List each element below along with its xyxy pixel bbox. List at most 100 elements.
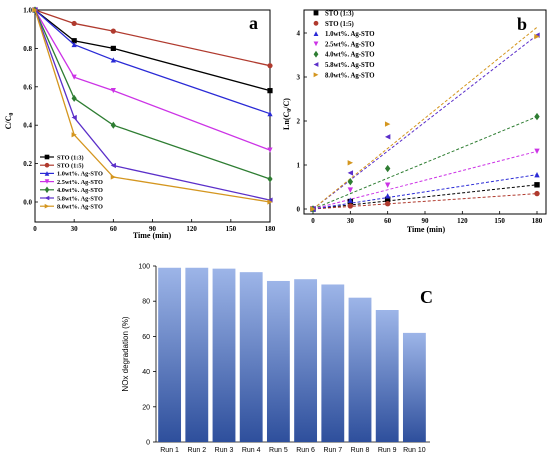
panel-b-legend-label: STO (1:3) xyxy=(325,11,354,18)
panel-b-data-point xyxy=(347,160,354,166)
panel-c-bar xyxy=(402,332,426,442)
panel-a-data-point xyxy=(110,174,116,180)
panel-b-ylabel: Ln(C0/C) xyxy=(282,98,293,130)
panel-a-data-point xyxy=(267,175,273,183)
panel-a-series-line xyxy=(34,9,271,115)
panel-c-y-tick-label: 0 xyxy=(146,440,150,447)
panel-c-bar xyxy=(375,310,399,442)
panel-c-x-tick-label: Run 4 xyxy=(242,447,261,454)
panel-a-x-tick-label: 120 xyxy=(186,225,197,233)
panel-a: a 0 30 60 90 120 150 180 0.0 0.2 0.4 0.6 0.8 1.0 STO… xyxy=(4,6,276,240)
panel-c-y-tick-label: 40 xyxy=(142,369,150,376)
panel-b-data-point xyxy=(534,112,540,121)
panel-b-trendline xyxy=(312,116,538,210)
panel-a-x-tick-label: 180 xyxy=(265,225,276,233)
panel-a-x-tick-label: 30 xyxy=(71,225,79,233)
panel-a-y-tick-label: 0.2 xyxy=(23,160,32,168)
panel-b-y-tick-label: 4 xyxy=(297,30,301,38)
panel-a-data-point xyxy=(71,74,77,80)
panel-a-data-point xyxy=(32,7,38,13)
panel-a-y-tick-label: 0.8 xyxy=(23,45,32,53)
panel-b-x-tick-label: 90 xyxy=(422,217,430,225)
panel-a-y-tick-label: 0.0 xyxy=(23,199,32,207)
panel-c-y-tick-label: 100 xyxy=(138,264,150,271)
panel-a-legend-marker xyxy=(44,154,50,160)
panel-a-data-point xyxy=(71,94,77,102)
panel-a-y-tick-label: 0.4 xyxy=(23,122,32,130)
panel-b-data-point xyxy=(310,206,316,212)
panel-b-legend-label: 4.0wt%. Ag-STO xyxy=(325,52,375,59)
panel-b-legend-label: 5.8wt%. Ag-STO xyxy=(325,62,375,69)
panel-b-y-tick-label: 2 xyxy=(297,118,301,126)
panel-b-x-tick-label: 180 xyxy=(532,217,543,225)
panel-c-x-tick-label: Run 8 xyxy=(351,447,370,454)
panel-b-legend-marker xyxy=(313,31,319,36)
panel-a-data-point xyxy=(267,111,273,117)
panel-c-x-tick-label: Run 1 xyxy=(160,447,179,454)
panel-c-bar xyxy=(294,279,318,442)
panel-b-data-point xyxy=(384,121,391,127)
panel-a-legend-marker xyxy=(44,162,50,168)
panel-b-x-tick-label: 120 xyxy=(457,217,468,225)
panel-c-x-tick-label: Run 10 xyxy=(403,447,426,454)
panel-b-legend-marker xyxy=(313,41,319,47)
panel-b-x-tick-label: 60 xyxy=(384,217,392,225)
panel-b-x-tick-label: 150 xyxy=(494,217,505,225)
panel-a-data-point xyxy=(110,45,116,51)
panel-b-legend-marker xyxy=(313,62,319,67)
panel-c-x-tick-label: Run 5 xyxy=(269,447,288,454)
panel-a-series-line xyxy=(34,9,271,203)
panel-a-x-tick-label: 0 xyxy=(33,225,37,233)
panel-b-data-point xyxy=(384,182,391,188)
panel-a-data-point xyxy=(71,132,77,138)
panel-b-data-point xyxy=(534,182,540,188)
panel-a-y-tick-label: 1.0 xyxy=(23,7,32,15)
panel-a-legend-label: 8.0wt%. Ag-STO xyxy=(57,204,103,211)
panel-a-data-point xyxy=(110,162,116,169)
panel-a-legend-marker xyxy=(44,195,50,201)
panel-a-data-point xyxy=(71,38,77,44)
panel-b-legend-label: 8.0wt%. Ag-STO xyxy=(325,72,375,79)
panel-a-legend-label: 5.8wt%. Ag-STO xyxy=(57,195,103,202)
panel-a-legend-marker xyxy=(44,203,50,209)
panel-a-legend-marker xyxy=(44,179,50,184)
panel-a-data-point xyxy=(71,20,77,27)
panel-a-y-tick-label: 0.6 xyxy=(23,83,32,91)
panel-b-y-tick-label: 0 xyxy=(297,206,301,214)
panel-b-data-point xyxy=(347,197,354,203)
panel-a-x-tick-label: 60 xyxy=(110,225,118,233)
panel-a-data-point xyxy=(71,114,77,121)
panel-a-xlabel: Time (min) xyxy=(133,231,172,240)
panel-a-data-point xyxy=(267,88,273,94)
panel-a-series-line xyxy=(34,9,271,92)
panel-b-y-tick-label: 1 xyxy=(297,162,301,170)
panel-a-legend-label: 1.0wt%. Ag-STO xyxy=(57,171,103,178)
panel-c-y-tick-label: 20 xyxy=(142,404,150,411)
panel-a-legend-label: STO (1:5) xyxy=(57,163,84,170)
panel-a-data-point xyxy=(71,41,77,48)
panel-a-legend-marker xyxy=(44,186,50,194)
panel-b-xlabel: Time (min) xyxy=(407,225,446,234)
panel-a-ylabel: C/C0 xyxy=(4,113,15,130)
panel-c-y-tick-label: 60 xyxy=(142,334,150,341)
panel-b-data-point xyxy=(534,148,540,155)
panel-b-legend-marker xyxy=(313,20,319,26)
panel-b-legend-label: 2.5wt%. Ag-STO xyxy=(325,41,375,48)
panel-c-bar xyxy=(158,267,182,442)
panel-b-data-point xyxy=(534,33,540,40)
panel-c-bar xyxy=(266,280,290,442)
panel-c-bar xyxy=(212,268,236,442)
panel-c-bar xyxy=(239,272,263,442)
panel-b-trendline xyxy=(312,193,538,210)
panel-b-data-point xyxy=(384,193,391,199)
panel-b-legend-marker xyxy=(313,72,319,78)
panel-c-bar xyxy=(321,284,345,442)
panel-a-series-line xyxy=(34,9,271,67)
panel-a-data-point xyxy=(267,199,273,205)
panel-c-y-tick-label: 80 xyxy=(142,299,150,306)
panel-b-label: b xyxy=(517,14,527,34)
panel-b-data-point xyxy=(384,134,391,140)
panel-b-trendline xyxy=(312,26,538,210)
panel-a-legend-label: STO (1:3) xyxy=(57,154,84,161)
